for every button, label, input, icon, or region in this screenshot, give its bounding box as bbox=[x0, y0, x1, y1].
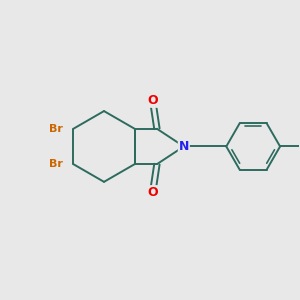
Text: Br: Br bbox=[49, 124, 63, 134]
Text: N: N bbox=[178, 140, 189, 153]
Text: O: O bbox=[147, 186, 158, 199]
Text: Br: Br bbox=[49, 159, 63, 169]
Text: O: O bbox=[147, 94, 158, 107]
